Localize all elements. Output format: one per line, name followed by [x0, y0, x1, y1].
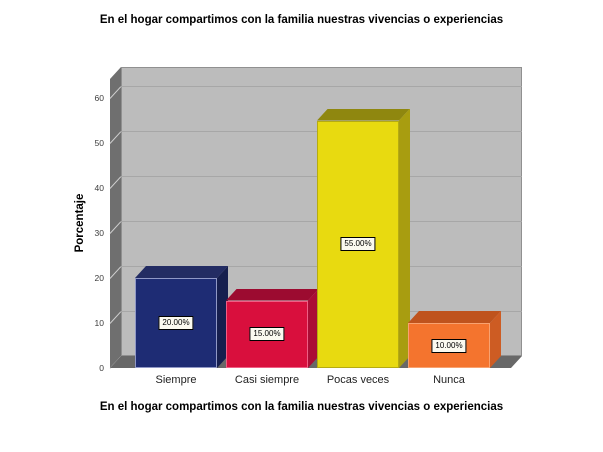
gridline	[121, 86, 522, 87]
y-tick-label: 50	[94, 137, 104, 148]
bar-side-face-siempre	[217, 266, 228, 368]
y-tick-label: 60	[94, 92, 104, 103]
category-label-casi-siempre: Casi siempre	[234, 374, 300, 386]
y-tick-label: 20	[94, 272, 104, 283]
y-tick-label: 10	[94, 317, 104, 328]
category-label-siempre: Siempre	[155, 374, 197, 386]
chart-title: En el hogar compartimos con la familia n…	[99, 14, 504, 26]
bar-side-face-casi-siempre	[308, 288, 319, 368]
category-label-nunca: Nunca	[433, 374, 465, 386]
y-tick-label: 40	[94, 182, 104, 193]
bar-top-face-casi-siempre	[226, 288, 319, 301]
bar-value-label-pocas-veces: 55.00%	[340, 237, 376, 252]
bar-top-face-nunca	[408, 311, 501, 323]
x-axis-title: En el hogar compartimos con la familia n…	[99, 401, 504, 413]
bar-value-label-siempre: 20.00%	[158, 316, 194, 330]
bar-value-label-nunca: 10.00%	[431, 338, 467, 353]
y-tick-label: 30	[94, 227, 104, 238]
bar-side-face-pocas-veces	[399, 108, 410, 368]
y-tick-label: 0	[99, 362, 104, 373]
bar-top-face-siempre	[135, 266, 228, 278]
bar-value-label-casi-siempre: 15.00%	[249, 327, 285, 342]
category-label-pocas-veces: Pocas veces	[326, 374, 390, 386]
bar-top-face-pocas-veces	[317, 108, 410, 121]
bar-side-face-nunca	[490, 311, 501, 368]
left-wall	[110, 67, 121, 368]
